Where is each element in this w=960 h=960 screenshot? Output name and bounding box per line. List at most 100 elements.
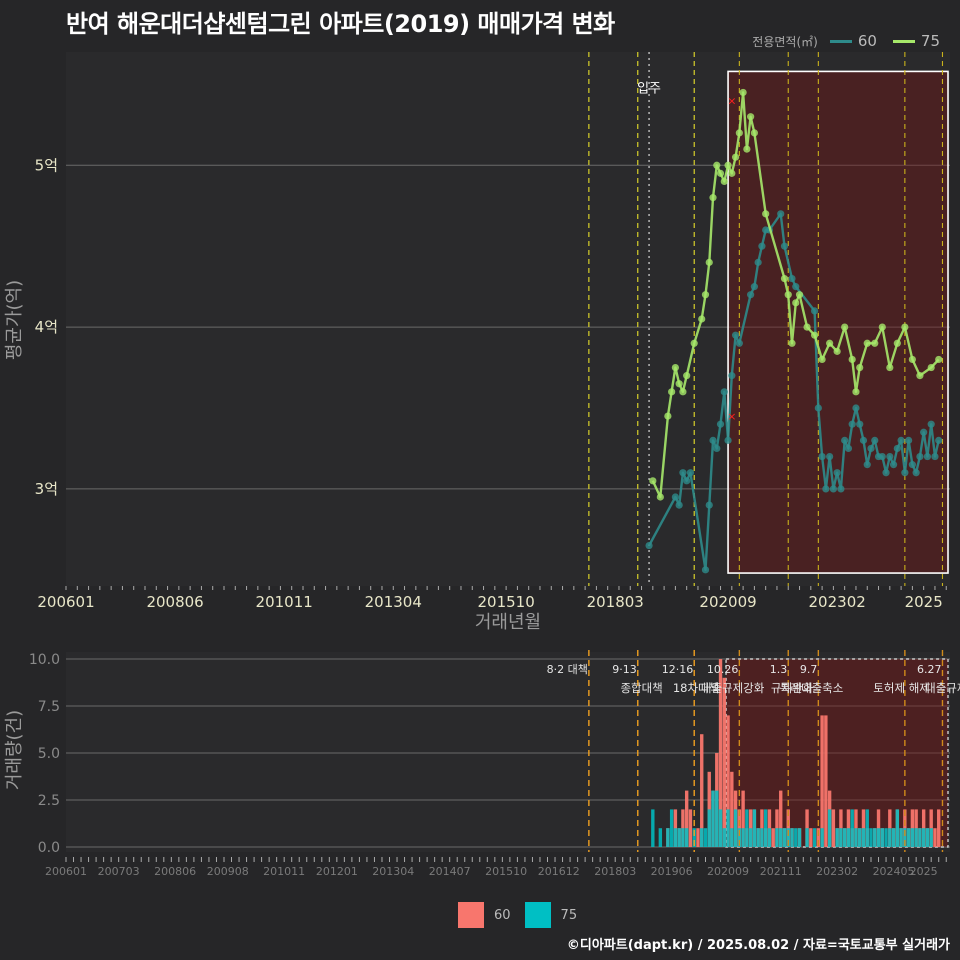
policy-event-sub: 토허제 해제 — [873, 681, 930, 695]
data-point-60 — [916, 452, 924, 461]
volume-bar-75 — [839, 828, 843, 847]
data-point-75 — [886, 363, 894, 372]
volume-bar-75 — [910, 828, 915, 847]
bar-y-tick-label: 0.0 — [38, 840, 60, 856]
data-point-60 — [716, 420, 725, 428]
policy-event-label: 6.27 — [917, 663, 942, 676]
bar-x-tick-label: 2025 — [910, 865, 938, 878]
volume-bar-75 — [869, 828, 873, 847]
data-point-60 — [724, 436, 732, 444]
data-point-75 — [705, 258, 713, 266]
data-point-75 — [698, 315, 706, 323]
volume-bar-75 — [741, 828, 745, 847]
bar-x-tick-label: 202405 — [873, 865, 915, 878]
volume-bar-75 — [711, 790, 715, 847]
y-axis-title: 평균가(억) — [4, 280, 25, 360]
volume-bar-75 — [797, 828, 802, 847]
data-point-60 — [848, 420, 856, 428]
data-point-60 — [826, 452, 834, 461]
volume-bar-75 — [715, 790, 719, 847]
data-point-60 — [814, 404, 822, 412]
data-point-75 — [709, 194, 717, 202]
volume-bar-75 — [899, 828, 903, 847]
data-point-60 — [754, 258, 762, 266]
data-point-60 — [645, 541, 653, 550]
data-point-75 — [728, 169, 736, 177]
data-point-75 — [690, 339, 698, 347]
volume-bar-75 — [726, 809, 730, 847]
volume-bar-75 — [718, 809, 723, 847]
data-point-60 — [671, 493, 679, 501]
volume-bar-75 — [786, 828, 790, 847]
volume-bar-75 — [842, 828, 847, 847]
outlier-marker: × — [727, 95, 736, 108]
move-in-label: 입주 — [637, 81, 661, 96]
policy-event-label: 12·16 — [662, 663, 694, 676]
data-point-75 — [743, 145, 751, 153]
data-point-75 — [735, 129, 743, 137]
bar-y-tick-label: 7.5 — [38, 699, 60, 715]
data-point-75 — [916, 372, 924, 380]
policy-event-label: 9.7 — [800, 663, 818, 676]
volume-bar-75 — [745, 809, 749, 847]
data-point-60 — [852, 404, 860, 412]
volume-bar-60 — [831, 809, 836, 847]
volume-bar-75 — [730, 828, 734, 847]
legend-label-75: 75 — [920, 32, 940, 50]
bar-y-tick-label: 2.5 — [38, 793, 60, 809]
policy-event-sub: 특례대출축소 — [780, 681, 843, 695]
data-point-60 — [683, 477, 691, 485]
line-legend: 전용면적(㎡) 60 75 — [752, 32, 950, 50]
data-point-60 — [750, 283, 758, 291]
footer-credit: ©디아파트(dapt.kr) / 2025.08.02 / 자료=국토교통부 실… — [566, 938, 950, 953]
volume-bar-75 — [876, 828, 881, 847]
data-point-75 — [713, 161, 721, 169]
series-line-60 — [648, 212, 940, 571]
x-tick-label: 2025 — [905, 593, 943, 611]
volume-bar-60 — [696, 828, 700, 847]
data-point-75 — [856, 363, 864, 372]
data-point-75 — [671, 363, 679, 372]
bar-x-tick-label: 201510 — [485, 865, 527, 878]
y-tick-label: 4억 — [35, 318, 58, 336]
volume-bar-75 — [929, 828, 933, 847]
volume-bar-75 — [891, 828, 896, 847]
x-tick-label: 202302 — [809, 593, 866, 611]
volume-bar-75 — [812, 828, 817, 847]
chart-title: 반여 해운대더샵센텀그린 아파트(2019) 매매가격 변화 — [66, 10, 615, 38]
volume-bar-75 — [707, 809, 711, 847]
data-point-75 — [720, 177, 728, 186]
bar-x-tick-label: 201803 — [594, 865, 636, 878]
data-point-75 — [803, 323, 811, 331]
data-point-75 — [762, 210, 770, 218]
data-point-60 — [822, 485, 830, 493]
outlier-marker: × — [727, 410, 736, 423]
bar-x-tick-label: 201407 — [429, 865, 471, 878]
volume-bar-75 — [873, 828, 877, 847]
data-point-75 — [810, 331, 819, 339]
data-point-60 — [920, 428, 928, 436]
volume-bar-60 — [779, 790, 783, 847]
data-point-60 — [720, 388, 728, 396]
data-point-75 — [871, 339, 879, 347]
data-point-75 — [675, 380, 683, 388]
data-point-75 — [724, 161, 732, 169]
volume-bar-75 — [756, 828, 760, 847]
volume-bar-75 — [794, 828, 798, 847]
volume-bar-60 — [718, 659, 723, 847]
bar-legend: 60 75 — [458, 902, 591, 928]
price-line-chart: 3억 4억 5억 입주 × × 200601 200806 201011 201304 201510… — [4, 52, 950, 633]
bar-x-tick-label: 201906 — [651, 865, 693, 878]
data-point-75 — [818, 355, 826, 364]
volume-bar-60 — [741, 790, 745, 847]
volume-bar-75 — [767, 828, 772, 847]
policy-event-label: 1.3 — [770, 663, 788, 676]
volume-bar-75 — [858, 828, 862, 847]
bar-y-axis-title: 거래량(건) — [4, 710, 25, 790]
volume-bar-75 — [903, 828, 907, 847]
data-point-60 — [878, 452, 886, 461]
legend-swatch-60 — [829, 39, 852, 43]
data-point-60 — [927, 420, 935, 428]
volume-bar-75 — [763, 809, 768, 847]
